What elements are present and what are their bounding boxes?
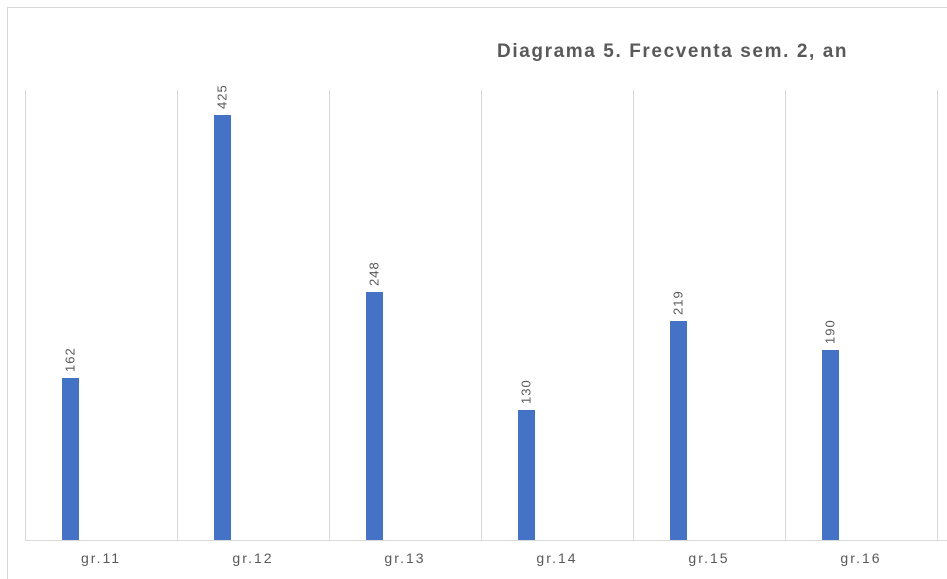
value-label: 425: [215, 84, 230, 109]
x-tick-label: gr.13: [384, 550, 425, 566]
bar: [62, 378, 79, 540]
x-tick-label: gr.16: [840, 550, 881, 566]
bar: [366, 292, 383, 540]
bar: [822, 350, 839, 540]
bar: [670, 321, 687, 540]
value-label: 162: [63, 347, 78, 372]
x-tick-label: gr.14: [536, 550, 577, 566]
bar: [518, 410, 535, 540]
value-label: 219: [671, 290, 686, 315]
x-tick-label: gr.15: [688, 550, 729, 566]
bar: [214, 115, 231, 540]
chart-title: Diagrama 5. Frecventa sem. 2, an: [497, 41, 848, 62]
value-label: 130: [519, 379, 534, 404]
value-label: 248: [367, 261, 382, 286]
x-tick-label: gr.11: [81, 550, 121, 566]
value-label: 190: [823, 319, 838, 344]
x-tick-label: gr.12: [232, 550, 273, 566]
chart-border: [7, 7, 947, 579]
